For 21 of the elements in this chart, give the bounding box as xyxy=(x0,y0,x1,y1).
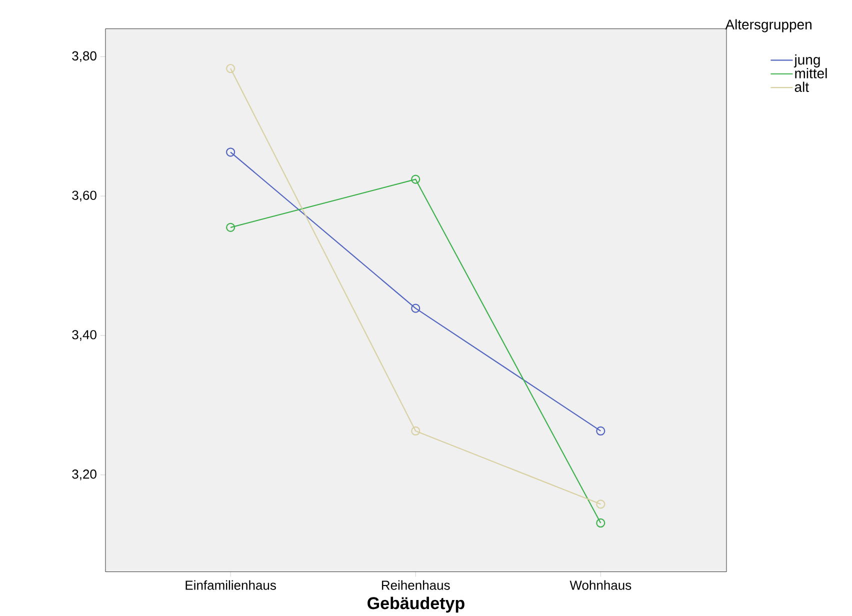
y-tick-label: 3,40 xyxy=(72,330,96,341)
point xyxy=(596,518,606,528)
legend-label: mittel xyxy=(795,68,827,78)
legend-label: alt xyxy=(794,82,809,92)
point xyxy=(226,148,236,157)
point xyxy=(411,426,420,436)
x-tick-label: Reihenhaus xyxy=(382,580,450,590)
point xyxy=(226,64,236,74)
y-tick-label: 3,20 xyxy=(72,470,96,480)
legend-label: jung xyxy=(794,54,820,68)
x-tick-label: Einfamilienhaus xyxy=(186,580,276,590)
point xyxy=(596,500,606,509)
legend-title: Altersgruppen xyxy=(725,19,812,32)
y-tick-label: 3,80 xyxy=(72,51,96,62)
x-tick-label: Wohnhaus xyxy=(570,580,632,590)
point xyxy=(596,426,606,436)
point xyxy=(226,222,236,232)
y-tick-label: 3,60 xyxy=(72,190,96,202)
point xyxy=(411,174,420,184)
point xyxy=(411,304,420,313)
x-axis-title: Gebäudetyp xyxy=(368,596,464,613)
